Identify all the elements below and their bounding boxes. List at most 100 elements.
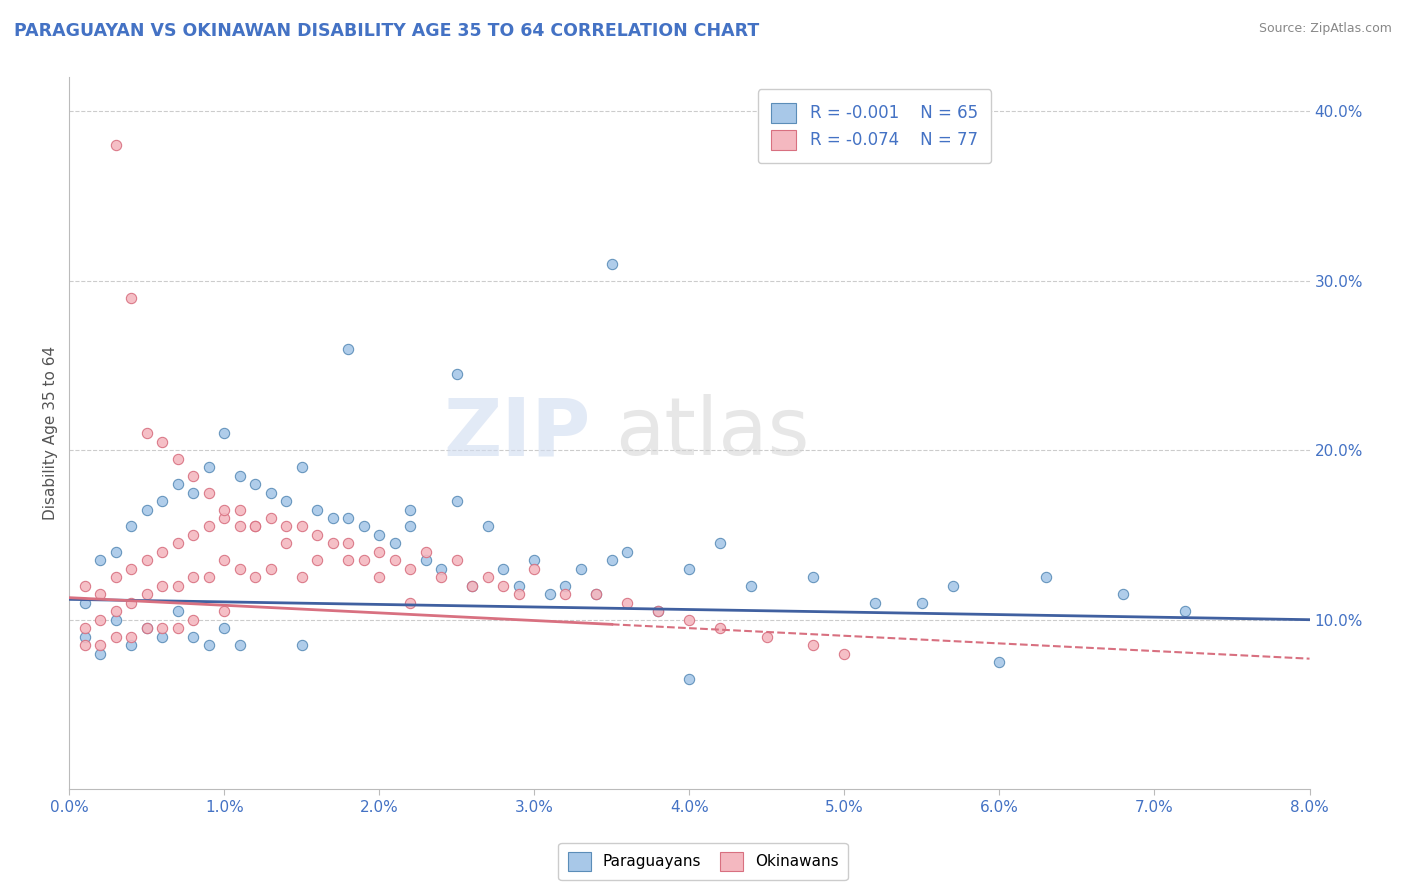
Point bbox=[523, 562, 546, 576]
Point bbox=[166, 579, 188, 593]
Point bbox=[291, 460, 314, 475]
Point bbox=[865, 596, 887, 610]
Point bbox=[492, 562, 515, 576]
Point bbox=[477, 570, 499, 584]
Point bbox=[538, 587, 561, 601]
Point bbox=[181, 630, 204, 644]
Point bbox=[276, 494, 298, 508]
Point bbox=[245, 570, 267, 584]
Point bbox=[988, 655, 1011, 669]
Point bbox=[337, 536, 360, 550]
Point bbox=[89, 613, 111, 627]
Point bbox=[322, 536, 344, 550]
Point bbox=[181, 613, 204, 627]
Point bbox=[166, 451, 188, 466]
Point bbox=[150, 434, 173, 449]
Point bbox=[415, 553, 437, 567]
Text: atlas: atlas bbox=[614, 394, 810, 472]
Point bbox=[197, 570, 219, 584]
Point bbox=[461, 579, 484, 593]
Point bbox=[150, 579, 173, 593]
Point bbox=[368, 528, 391, 542]
Point bbox=[229, 519, 252, 533]
Point bbox=[89, 647, 111, 661]
Point bbox=[135, 426, 157, 441]
Point bbox=[307, 502, 329, 516]
Point bbox=[214, 511, 236, 525]
Point bbox=[150, 494, 173, 508]
Point bbox=[197, 519, 219, 533]
Point bbox=[229, 562, 252, 576]
Y-axis label: Disability Age 35 to 64: Disability Age 35 to 64 bbox=[44, 346, 58, 520]
Point bbox=[229, 468, 252, 483]
Point bbox=[104, 570, 127, 584]
Point bbox=[245, 519, 267, 533]
Point bbox=[135, 621, 157, 635]
Point bbox=[755, 630, 778, 644]
Point bbox=[276, 536, 298, 550]
Point bbox=[399, 502, 422, 516]
Point bbox=[73, 630, 96, 644]
Point bbox=[709, 621, 731, 635]
Point bbox=[260, 485, 283, 500]
Point bbox=[430, 562, 453, 576]
Point bbox=[260, 511, 283, 525]
Point bbox=[709, 536, 731, 550]
Point bbox=[89, 553, 111, 567]
Point bbox=[740, 579, 762, 593]
Point bbox=[276, 519, 298, 533]
Point bbox=[104, 545, 127, 559]
Point bbox=[291, 519, 314, 533]
Point bbox=[229, 502, 252, 516]
Point bbox=[678, 672, 700, 686]
Point bbox=[523, 553, 546, 567]
Point bbox=[322, 511, 344, 525]
Point bbox=[678, 613, 700, 627]
Point bbox=[214, 502, 236, 516]
Point bbox=[834, 647, 856, 661]
Point bbox=[166, 604, 188, 618]
Point bbox=[120, 562, 142, 576]
Point bbox=[585, 587, 607, 601]
Point bbox=[166, 477, 188, 491]
Point bbox=[181, 570, 204, 584]
Point bbox=[104, 630, 127, 644]
Point bbox=[942, 579, 965, 593]
Point bbox=[181, 528, 204, 542]
Point bbox=[353, 553, 375, 567]
Point bbox=[104, 604, 127, 618]
Point bbox=[307, 528, 329, 542]
Point bbox=[104, 613, 127, 627]
Point bbox=[399, 519, 422, 533]
Point bbox=[803, 638, 825, 652]
Point bbox=[245, 519, 267, 533]
Point bbox=[353, 519, 375, 533]
Point bbox=[135, 587, 157, 601]
Point bbox=[600, 257, 623, 271]
Point bbox=[368, 545, 391, 559]
Point bbox=[446, 553, 468, 567]
Point bbox=[600, 553, 623, 567]
Point bbox=[73, 621, 96, 635]
Point bbox=[214, 621, 236, 635]
Point bbox=[166, 621, 188, 635]
Point bbox=[120, 291, 142, 305]
Point bbox=[337, 342, 360, 356]
Point bbox=[135, 553, 157, 567]
Point bbox=[120, 596, 142, 610]
Point bbox=[803, 570, 825, 584]
Point bbox=[197, 460, 219, 475]
Point bbox=[181, 468, 204, 483]
Point bbox=[461, 579, 484, 593]
Point bbox=[197, 638, 219, 652]
Point bbox=[911, 596, 934, 610]
Point bbox=[229, 638, 252, 652]
Point bbox=[214, 553, 236, 567]
Point bbox=[477, 519, 499, 533]
Point bbox=[399, 562, 422, 576]
Point bbox=[1035, 570, 1057, 584]
Legend: R = -0.001    N = 65, R = -0.074    N = 77: R = -0.001 N = 65, R = -0.074 N = 77 bbox=[758, 89, 991, 163]
Point bbox=[337, 553, 360, 567]
Point bbox=[166, 536, 188, 550]
Text: Source: ZipAtlas.com: Source: ZipAtlas.com bbox=[1258, 22, 1392, 36]
